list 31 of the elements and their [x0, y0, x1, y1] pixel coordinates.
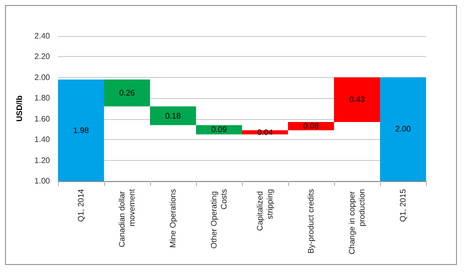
data-label: 0.04 — [257, 128, 274, 137]
y-tick-label: 1.20 — [34, 156, 51, 165]
data-label: 0.43 — [349, 95, 366, 104]
x-tick-label: Capitalized stripping — [256, 189, 274, 231]
x-tick-label: Canadian dollar movement — [118, 188, 136, 248]
data-label: 1.98 — [73, 126, 90, 135]
y-tick-label: 1.40 — [34, 135, 51, 144]
x-tick-label: Q1, 2014 — [76, 188, 86, 222]
bar — [58, 80, 104, 181]
data-label: 0.26 — [119, 88, 136, 98]
data-label: 0.09 — [211, 125, 228, 134]
bar — [150, 106, 196, 126]
data-label: 0.18 — [165, 111, 182, 120]
x-tick-label: Q1, 2015 — [398, 188, 408, 222]
x-tick-label: By-product credits — [306, 189, 316, 254]
y-tick-label: 1.80 — [34, 94, 51, 103]
x-tick-label: Mine Operations — [168, 189, 178, 248]
x-tick-label: Other Operating Costs — [210, 189, 228, 249]
bar — [196, 125, 242, 134]
y-tick-label: 2.20 — [34, 52, 51, 62]
y-tick-label: 1.60 — [34, 114, 51, 124]
y-axis-title: USD/lb — [15, 95, 24, 122]
y-tick-label: 2.40 — [34, 32, 51, 40]
bar — [334, 77, 380, 122]
bar — [380, 77, 426, 181]
y-tick-label: 2.00 — [34, 72, 51, 82]
bar — [104, 80, 150, 106]
data-label: 2.00 — [395, 124, 412, 134]
x-tick-label: Change in copper production — [348, 189, 366, 254]
y-tick-label: 1.00 — [34, 176, 51, 186]
data-label: 0.08 — [303, 122, 320, 131]
